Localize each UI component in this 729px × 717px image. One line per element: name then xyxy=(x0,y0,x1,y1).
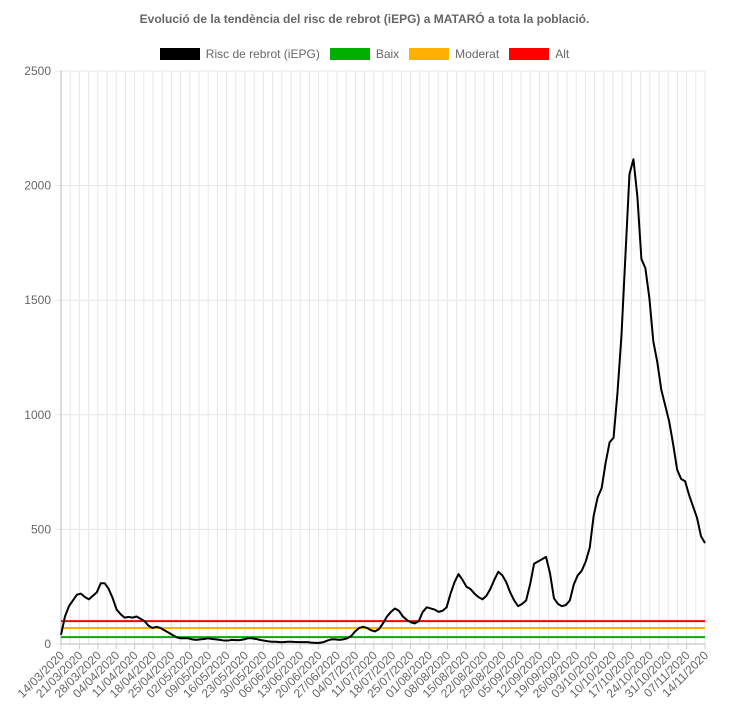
y-tick-label: 2000 xyxy=(24,179,51,193)
legend-swatch-iepg xyxy=(159,48,200,60)
legend-swatch-alt xyxy=(509,48,550,60)
y-tick-label: 0 xyxy=(44,637,51,651)
legend-label-moderat: Moderat xyxy=(455,47,500,61)
legend-item-baix[interactable]: Baix xyxy=(329,47,400,61)
legend-swatch-baix xyxy=(329,48,370,60)
y-tick-label: 500 xyxy=(31,522,51,536)
legend-item-iepg[interactable]: Risc de rebrot (iEPG) xyxy=(159,47,320,61)
series-line-risc-de-rebrot-iepg xyxy=(60,158,706,644)
legend: Risc de rebrot (iEPG) Baix Moderat Alt xyxy=(0,47,729,61)
y-tick-label: 1000 xyxy=(24,408,51,422)
y-tick-label: 2500 xyxy=(24,64,51,78)
legend-item-alt[interactable]: Alt xyxy=(509,47,569,61)
legend-label-baix: Baix xyxy=(375,47,400,61)
legend-label-alt: Alt xyxy=(555,47,570,61)
legend-item-moderat[interactable]: Moderat xyxy=(409,47,499,61)
y-tick-label: 1500 xyxy=(24,293,51,307)
legend-swatch-moderat xyxy=(409,48,450,60)
chart-title: Evolució de la tendència del risc de reb… xyxy=(139,12,590,26)
legend-label-iepg: Risc de rebrot (iEPG) xyxy=(205,47,320,61)
